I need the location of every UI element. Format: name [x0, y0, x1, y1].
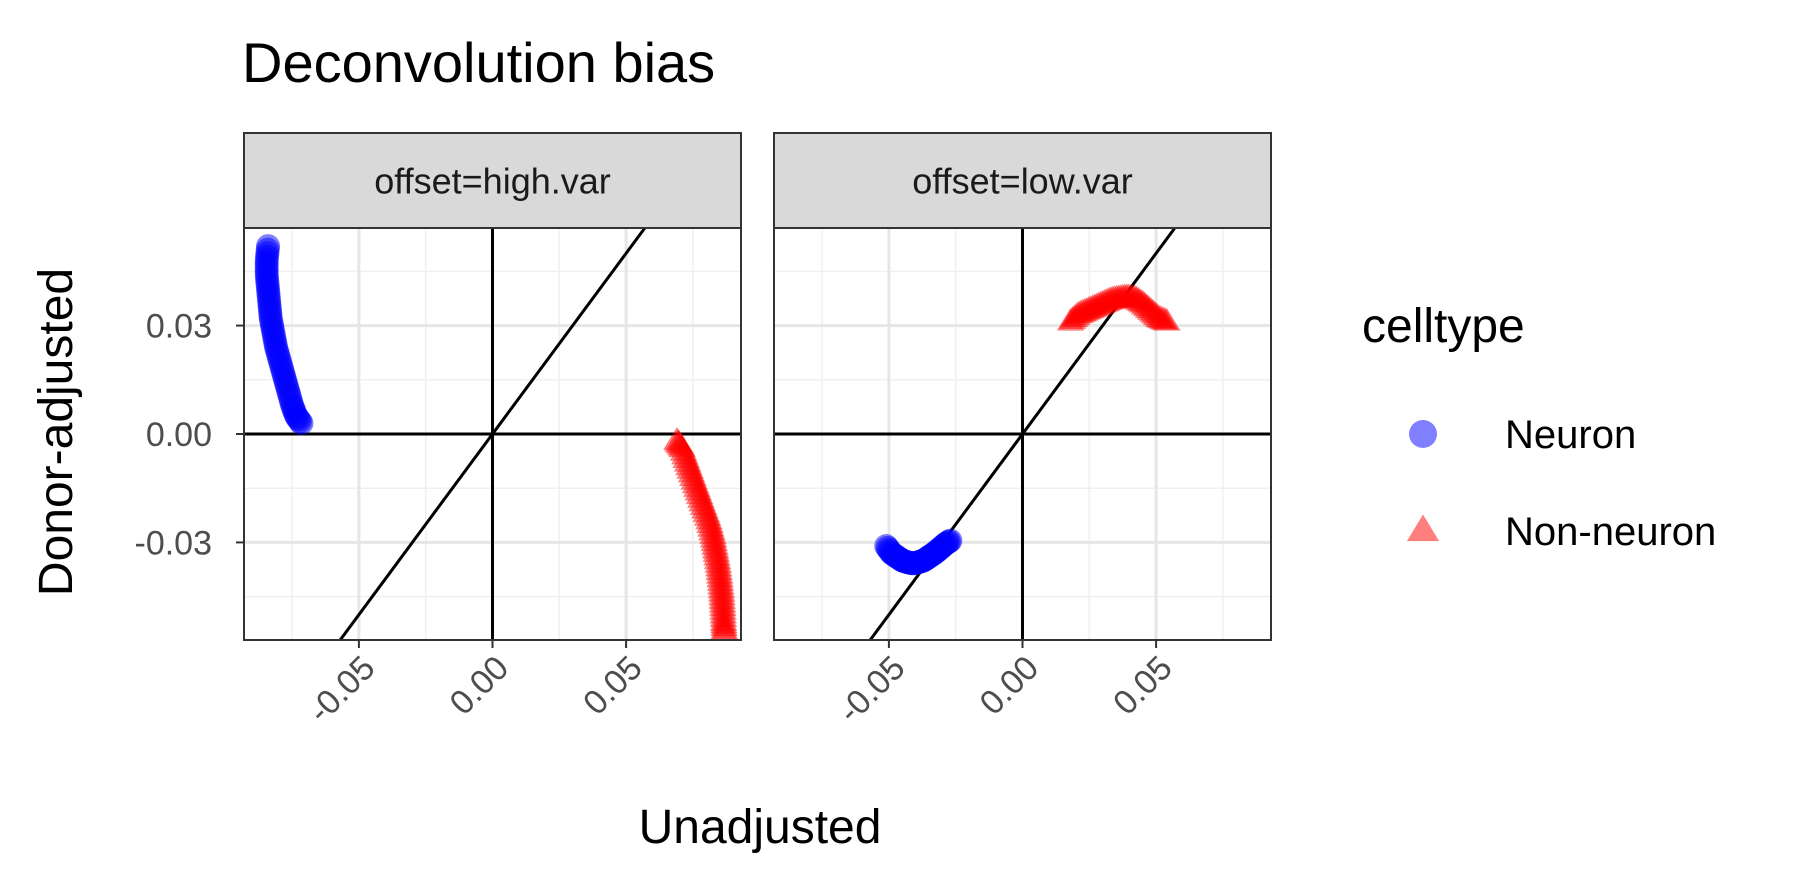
facet-strip-label: offset=low.var	[912, 161, 1132, 202]
legend: celltype Neuron Non-neuron	[1362, 300, 1716, 554]
x-axis-title: Unadjusted	[639, 801, 882, 854]
legend-item-non-neuron: Non-neuron	[1406, 510, 1716, 554]
legend-key-triangle	[1406, 514, 1440, 542]
y-axis-title: Donor-adjusted	[30, 268, 83, 596]
legend-label: Neuron	[1505, 413, 1636, 457]
legend-item-neuron: Neuron	[1409, 413, 1636, 457]
chart-title: Deconvolution bias	[242, 31, 715, 94]
series-neuron	[874, 528, 963, 576]
data-point	[289, 411, 314, 436]
y-tick-label: 0.03	[146, 308, 212, 346]
series-non-neuron	[1056, 283, 1181, 331]
facets: offset=high.var-0.05 0.00 0.05-0.030.000.0…	[135, 132, 1272, 730]
y-tick-label: -0.03	[135, 524, 213, 562]
panel-plot-area	[244, 228, 741, 640]
legend-title: celltype	[1362, 300, 1525, 353]
facet-strip	[243, 132, 742, 229]
y-tick-label: 0.00	[146, 416, 212, 454]
identity-line	[868, 228, 1177, 640]
legend-key-circle	[1409, 420, 1437, 448]
legend-label: Non-neuron	[1505, 510, 1716, 554]
facet-panel-2: offset=low.var-0.05 0.00 0.05	[773, 132, 1272, 730]
facet-strip-label: offset=high.var	[374, 161, 611, 202]
series-non-neuron	[663, 427, 739, 640]
series-neuron	[254, 234, 314, 436]
data-point	[711, 618, 738, 640]
identity-line	[338, 228, 647, 640]
data-point	[938, 528, 963, 553]
data-point	[1152, 307, 1181, 331]
panel-plot-area	[774, 228, 1271, 640]
